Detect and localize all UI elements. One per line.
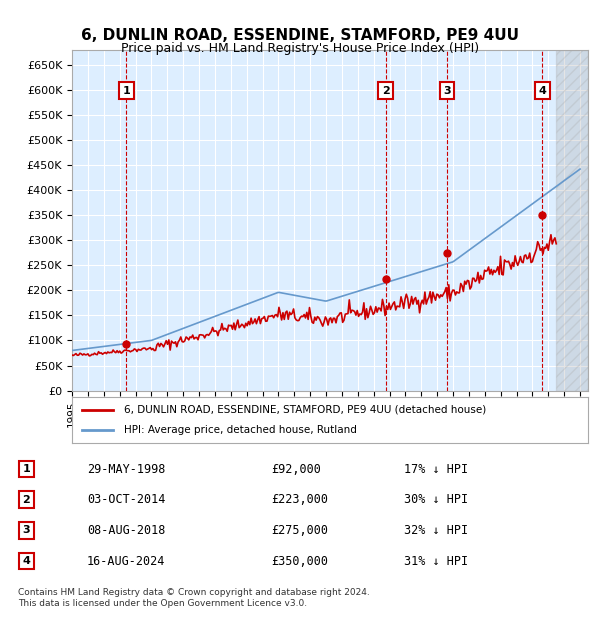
Text: £223,000: £223,000: [271, 494, 328, 506]
Text: 4: 4: [22, 556, 31, 566]
Text: 1: 1: [122, 86, 130, 95]
Text: 30% ↓ HPI: 30% ↓ HPI: [404, 494, 468, 506]
Text: 08-AUG-2018: 08-AUG-2018: [87, 524, 165, 537]
Text: 6, DUNLIN ROAD, ESSENDINE, STAMFORD, PE9 4UU: 6, DUNLIN ROAD, ESSENDINE, STAMFORD, PE9…: [81, 28, 519, 43]
Text: 31% ↓ HPI: 31% ↓ HPI: [404, 555, 468, 567]
Text: 3: 3: [443, 86, 451, 95]
Text: 4: 4: [538, 86, 546, 95]
Text: £92,000: £92,000: [271, 463, 321, 476]
Text: 2: 2: [23, 495, 30, 505]
Text: £350,000: £350,000: [271, 555, 328, 567]
Text: £275,000: £275,000: [271, 524, 328, 537]
Text: 2: 2: [382, 86, 389, 95]
Text: 03-OCT-2014: 03-OCT-2014: [87, 494, 165, 506]
Text: 32% ↓ HPI: 32% ↓ HPI: [404, 524, 468, 537]
Text: HPI: Average price, detached house, Rutland: HPI: Average price, detached house, Rutl…: [124, 425, 356, 435]
Text: 29-MAY-1998: 29-MAY-1998: [87, 463, 165, 476]
Bar: [556, 50, 588, 391]
Text: Price paid vs. HM Land Registry's House Price Index (HPI): Price paid vs. HM Land Registry's House …: [121, 42, 479, 55]
Text: 3: 3: [23, 525, 30, 536]
Text: Contains HM Land Registry data © Crown copyright and database right 2024.
This d: Contains HM Land Registry data © Crown c…: [18, 588, 370, 608]
Text: 16-AUG-2024: 16-AUG-2024: [87, 555, 165, 567]
Text: 1: 1: [23, 464, 30, 474]
Text: 6, DUNLIN ROAD, ESSENDINE, STAMFORD, PE9 4UU (detached house): 6, DUNLIN ROAD, ESSENDINE, STAMFORD, PE9…: [124, 405, 486, 415]
Text: 17% ↓ HPI: 17% ↓ HPI: [404, 463, 468, 476]
